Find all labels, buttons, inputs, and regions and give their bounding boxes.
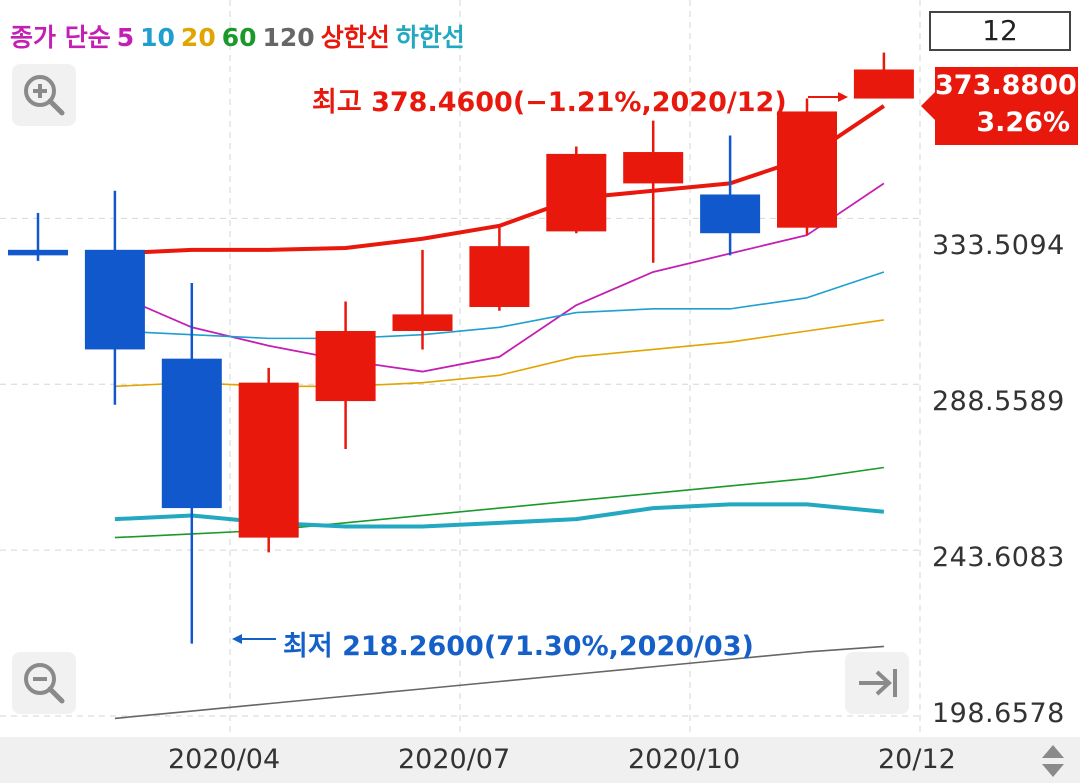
legend-item: 120 [262, 23, 315, 52]
y-tick-label: 288.5589 [932, 386, 1065, 417]
candle-body [84, 249, 145, 350]
annotation-arrows [232, 92, 848, 644]
up-down-arrows-icon [1042, 745, 1064, 777]
y-tick-label: 198.6578 [932, 698, 1065, 729]
x-tick-label: 20/12 [878, 744, 956, 775]
legend-item: 10 [140, 23, 175, 52]
candle-body [315, 330, 376, 402]
low-arrow-head [232, 634, 242, 644]
high-arrow-head [838, 92, 848, 102]
current-price-tag: 373.8800 3.26% [921, 67, 1078, 145]
grid-lines [0, 0, 921, 737]
candle-body [238, 382, 299, 538]
indicator-line [114, 182, 885, 373]
candle-body [392, 314, 453, 331]
current-price: 373.8800 [935, 70, 1077, 101]
x-tick-label: 2020/07 [398, 744, 511, 775]
legend-item: 상한선 [320, 23, 390, 52]
x-axis-bar [0, 737, 1080, 783]
indicator-line [114, 104, 886, 256]
legend-item: 5 [116, 23, 135, 52]
indicator-line [114, 645, 884, 720]
legend-item: 종가 단순 [10, 23, 111, 52]
candle-body [546, 153, 607, 232]
scroll-arrows[interactable] [1038, 742, 1068, 780]
zoom-out-icon [24, 663, 65, 704]
candle-body [469, 246, 530, 308]
low-annotation: 최저 218.2600(71.30%,2020/03) [283, 631, 754, 662]
y-tick-label: 333.5094 [932, 230, 1065, 261]
candle-body [623, 152, 684, 184]
x-tick-label: 2020/04 [168, 744, 281, 775]
zoom-in-button[interactable] [12, 64, 76, 126]
high-annotation: 최고 378.4600(−1.21%,2020/12) [312, 87, 787, 118]
period-value: 12 [982, 14, 1018, 47]
indicator-legend: 종가 단순 5 10 20 60 120 상한선 하한선 [10, 18, 471, 54]
candle-body [777, 111, 837, 228]
legend-item: 하한선 [395, 23, 465, 52]
candle-body [8, 249, 68, 256]
legend-item: 60 [221, 23, 257, 52]
y-tick-label: 243.6083 [932, 542, 1065, 573]
period-selector[interactable]: 12 [929, 11, 1071, 51]
legend-item: 20 [180, 23, 216, 52]
arrow-to-end-icon [859, 669, 897, 697]
candle-body [161, 358, 222, 509]
x-tick-label: 2020/10 [628, 744, 741, 775]
indicator-line [114, 271, 885, 340]
candle-body [700, 194, 761, 234]
scroll-to-latest-button[interactable] [845, 652, 909, 714]
current-change: 3.26% [976, 107, 1070, 138]
candles [8, 52, 914, 644]
candle-body [853, 69, 914, 99]
zoom-out-button[interactable] [12, 652, 76, 714]
zoom-in-icon [24, 75, 65, 116]
